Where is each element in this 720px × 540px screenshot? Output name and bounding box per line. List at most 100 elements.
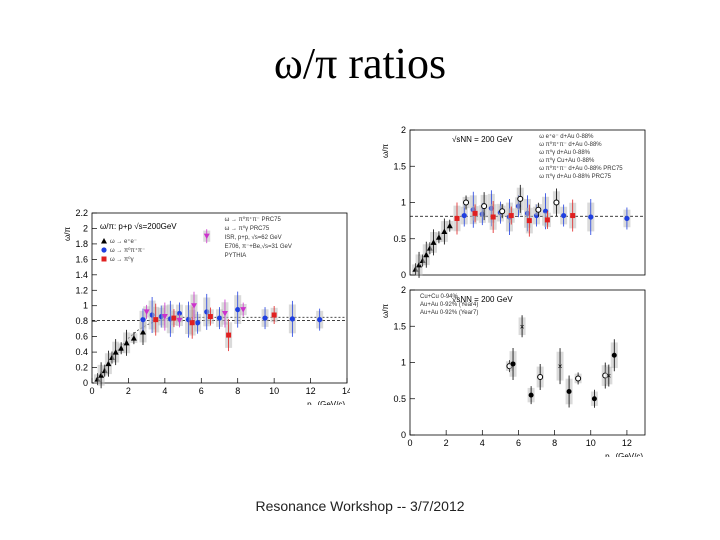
- x-tick-label: 10: [586, 438, 596, 448]
- y-tick-label: 1.6: [75, 254, 88, 264]
- legend-entry: ω π⁰γ d+Au 0-88% PRC75: [539, 173, 611, 180]
- data-point: [508, 213, 514, 219]
- data-point: [140, 329, 146, 335]
- data-point: [463, 199, 470, 206]
- data-point: [570, 213, 576, 219]
- data-point: [528, 392, 534, 398]
- x-tick-label: 0: [407, 438, 412, 448]
- y-tick-label: 2: [401, 125, 406, 135]
- data-point: [575, 375, 582, 382]
- data-point: [207, 314, 213, 320]
- y-tick-label: 0: [83, 378, 88, 388]
- data-point: [537, 374, 544, 380]
- data-point: [317, 317, 323, 323]
- legend-entry: ω → π⁰π⁺π⁻ PRC75: [225, 216, 282, 223]
- data-point: [481, 203, 488, 210]
- x-tick-label: 12: [622, 438, 632, 448]
- data-point: [553, 199, 560, 206]
- data-point: [140, 317, 146, 323]
- legend-entry: ω → e⁺e⁻: [110, 238, 137, 245]
- data-point: [535, 206, 542, 213]
- legend-entry: Au+Au 0-92% (Year4): [420, 302, 478, 308]
- data-point: [624, 215, 630, 222]
- data-point: [472, 210, 478, 216]
- data-point: ×: [558, 362, 563, 371]
- data-point: [112, 349, 119, 355]
- legend-entry: Au+Au 0-92% (Year7): [420, 310, 478, 316]
- y-tick-label: 0.2: [75, 363, 88, 373]
- legend-entry: ω π⁰π⁺π⁻ d+Au 0-88% PRC75: [539, 165, 623, 172]
- legend-entry: ω → π⁰γ PRC75: [225, 225, 270, 232]
- plot-frame: [91, 212, 348, 384]
- y-tick-label: 0: [401, 270, 406, 280]
- x-tick-label: 6: [199, 386, 204, 396]
- x-tick-label: 8: [235, 386, 240, 396]
- data-point: [416, 261, 423, 268]
- data-point: [526, 218, 532, 224]
- legend-entry: ω → π⁰π⁺π⁻: [110, 247, 145, 254]
- y-tick-label: 1: [83, 301, 88, 311]
- data-point: [542, 208, 549, 214]
- y-tick-label: 0.6: [75, 332, 88, 342]
- data-point: [544, 217, 550, 223]
- data-point: [499, 208, 506, 215]
- legend-entry: ω → π⁰γ: [110, 256, 134, 263]
- data-point: [235, 306, 241, 313]
- data-point: [221, 310, 228, 317]
- y-tick-label: 0.4: [75, 347, 88, 357]
- y-tick-label: 0.8: [75, 316, 88, 326]
- data-point: [262, 315, 268, 321]
- data-point: [98, 372, 105, 378]
- data-point: [216, 315, 223, 321]
- y-tick-label: 0.5: [393, 394, 406, 404]
- data-point: [430, 239, 437, 245]
- data-point: ×: [607, 372, 612, 381]
- chart-right-bottom: 0 0.5 1 1.5 2 0 2 4 6 8 10 12 × × × ω/π pT (GeV/c) √sNN =…: [381, 285, 646, 457]
- chart-title: ω/π: p+p √s=200GeV: [100, 222, 177, 231]
- y-tick-label: 2.2: [75, 208, 88, 218]
- x-tick-label: 14: [342, 386, 350, 396]
- data-point: [289, 316, 295, 322]
- data-point: [591, 396, 597, 402]
- data-point: [271, 312, 277, 318]
- legend-entry: Cu+Cu 0-94%: [420, 294, 459, 300]
- data-point: [203, 233, 210, 240]
- legend-entry: PYTHIA: [225, 253, 247, 259]
- x-tick-label: 0: [89, 386, 94, 396]
- data-point: [561, 212, 567, 219]
- legend-entry: ω π⁰π⁺π⁻ d+Au 0-88%: [539, 141, 602, 148]
- data-point: [441, 228, 448, 234]
- y-tick-label: 1: [401, 198, 406, 208]
- legend-entry: E706, π⁻+Be,√s=31 GeV: [225, 243, 292, 250]
- y-axis-label: ω/π: [381, 304, 390, 318]
- legend-entry: ω π⁰γ d+Au 0-88%: [539, 149, 590, 156]
- data-point: [118, 345, 125, 351]
- data-point: [454, 215, 460, 221]
- chart-annotation: √sNN = 200 GeV: [452, 295, 513, 304]
- data-point: [195, 320, 201, 326]
- x-tick-label: 12: [306, 386, 316, 396]
- data-point: [240, 307, 247, 313]
- legend-marker: [101, 247, 107, 253]
- data-point: [105, 360, 112, 367]
- x-tick-label: 4: [480, 438, 485, 448]
- chart-annotation: √sNN = 200 GeV: [452, 135, 513, 144]
- legend-entry: ISR, p+p, √s=62 GeV: [225, 234, 282, 241]
- y-tick-label: 2: [401, 285, 406, 295]
- x-tick-label: 8: [552, 438, 557, 448]
- chart-right-top: 0 0.5 1 1.5 2 ω/π √sNN = 200 GeV ω e⁺e⁻ d+Au 0-…: [381, 125, 646, 280]
- data-point: [153, 317, 159, 323]
- data-point: [226, 332, 232, 338]
- y-tick-label: 1.2: [75, 285, 88, 295]
- chart-left: 0 0.2 0.4 0.6 0.8 1 1.2 1.4 1.6 1.8 2 2.2 0 2 4 6 8 10 12 1…: [63, 208, 350, 405]
- x-axis-label: pT (GeV/c): [307, 400, 345, 405]
- data-point: [161, 314, 168, 320]
- x-tick-label: 10: [269, 386, 279, 396]
- data-point: [189, 320, 195, 326]
- legend-marker: [101, 238, 107, 244]
- x-tick-label: 2: [444, 438, 449, 448]
- data-point: [510, 361, 516, 367]
- data-point: [566, 389, 572, 394]
- data-point: [435, 234, 442, 240]
- data-point: [176, 317, 183, 324]
